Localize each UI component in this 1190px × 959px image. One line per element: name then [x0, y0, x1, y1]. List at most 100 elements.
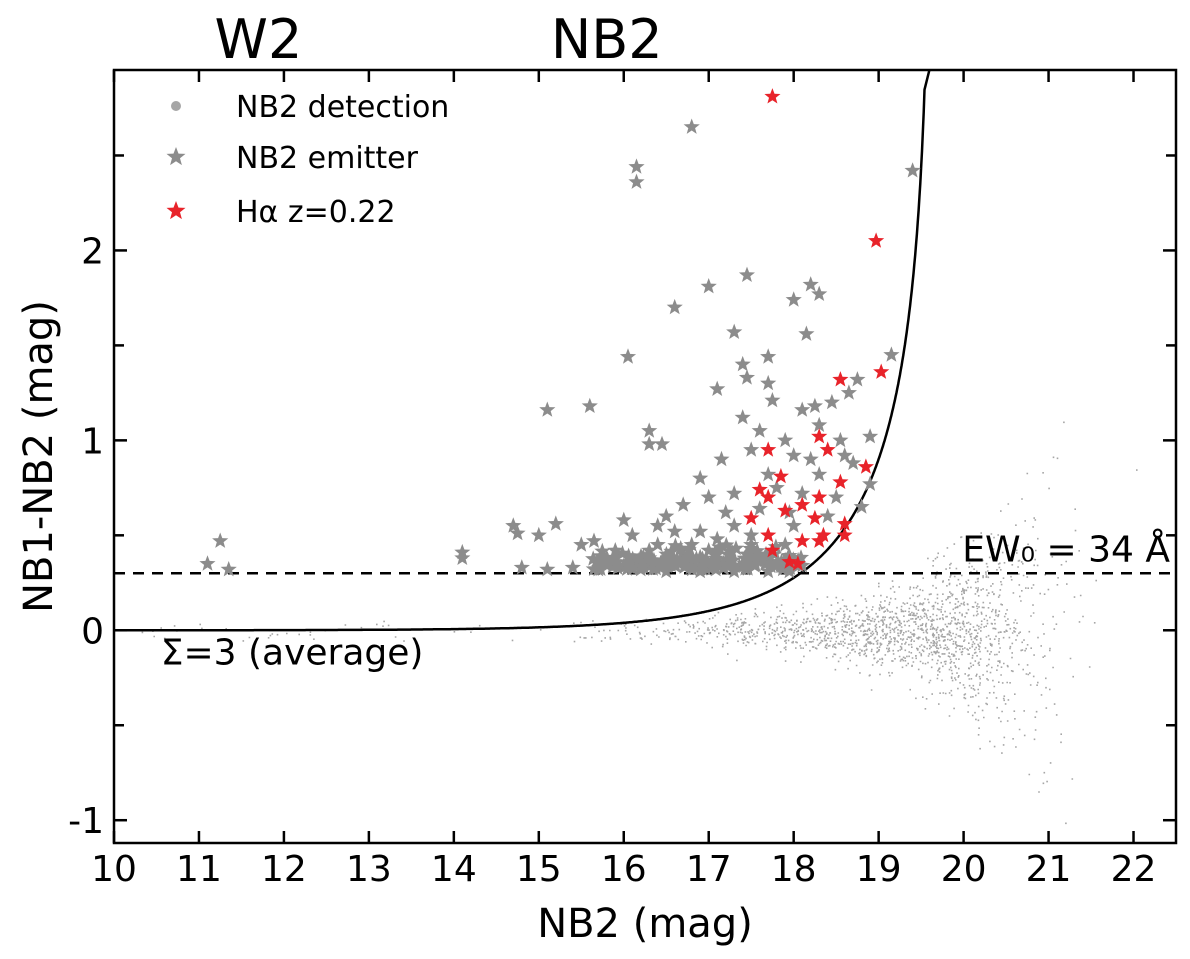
emitter-star — [840, 384, 857, 400]
halpha-star — [760, 526, 777, 543]
emitter-star — [672, 540, 689, 556]
emitter-star — [734, 409, 751, 425]
emitter-star — [666, 298, 683, 315]
emitter-star — [762, 555, 779, 571]
emitter-star — [726, 485, 743, 501]
emitter-star — [719, 556, 736, 572]
emitter-star — [767, 538, 784, 554]
emitter-star — [454, 549, 471, 565]
emitter-star — [641, 435, 658, 451]
emitter-star — [823, 393, 840, 410]
emitter-star — [727, 540, 745, 556]
emitter-star — [726, 562, 743, 579]
emitter-star — [777, 536, 794, 552]
emitter-star — [649, 536, 666, 552]
emitter-star — [760, 348, 777, 364]
emitter-star — [713, 450, 730, 467]
sigma-annotation: Σ=3 (average) — [161, 632, 424, 673]
x-axis-label: NB2 (mag) — [537, 901, 753, 947]
emitter-star — [724, 551, 742, 568]
emitter-star — [743, 526, 760, 543]
emitter-star — [667, 537, 684, 553]
emitter-star — [785, 517, 802, 533]
emitter-star — [760, 466, 777, 482]
x-tick-label: 13 — [346, 849, 392, 890]
detection-points — [141, 421, 1138, 825]
emitter-star — [539, 561, 556, 577]
x-tick-label: 11 — [176, 849, 222, 890]
emitter-star — [700, 278, 717, 294]
emitter-star — [664, 555, 682, 571]
plot-frame — [112, 68, 1178, 845]
halpha-star — [760, 441, 777, 457]
emitter-star — [642, 551, 659, 567]
emitter-star — [684, 550, 701, 567]
emitter-star — [743, 441, 760, 457]
halpha-star — [743, 509, 760, 526]
emitter-star — [692, 548, 709, 564]
emitter-star — [709, 380, 726, 396]
x-tick-label: 14 — [431, 849, 477, 890]
legend-marker-detection — [171, 101, 181, 111]
emitter-star — [683, 118, 700, 134]
halpha-star — [832, 371, 849, 387]
emitter-star — [695, 557, 712, 573]
legend-label-halpha: Hα z=0.22 — [236, 195, 396, 230]
y-axis-label: NB1-NB2 (mag) — [16, 300, 62, 613]
emitter-star — [806, 397, 823, 413]
emitter-star — [668, 551, 686, 567]
emitter-star — [675, 496, 692, 512]
ew-annotation: EW₀ = 34 Å — [962, 527, 1170, 570]
emitter-star — [683, 560, 700, 577]
emitter-star — [751, 549, 768, 565]
emitter-star — [641, 542, 658, 558]
detection-point-cloud — [141, 421, 1138, 825]
emitter-star — [635, 557, 652, 574]
halpha-star — [815, 526, 832, 543]
emitter-star — [609, 559, 626, 575]
x-tick-label: 15 — [516, 849, 562, 890]
x-tick-label: 19 — [856, 849, 902, 890]
emitter-star — [802, 276, 819, 292]
emitter-star — [794, 485, 811, 501]
emitter-star — [904, 162, 921, 178]
emitter-star — [836, 447, 853, 463]
emitter-star — [513, 559, 530, 575]
emitter-star — [620, 554, 637, 570]
emitter-star — [798, 325, 815, 341]
emitter-star — [658, 562, 675, 579]
emitter-star — [594, 542, 611, 559]
emitter-star — [666, 523, 683, 539]
emitter-stars — [199, 88, 921, 579]
emitter-star — [736, 557, 753, 573]
emitter-star — [862, 475, 879, 491]
emitter-star — [764, 392, 781, 408]
halpha-star — [794, 496, 811, 512]
emitter-star — [680, 549, 697, 565]
halpha-star — [873, 363, 890, 379]
emitter-star — [641, 422, 658, 438]
emitter-star — [819, 507, 836, 524]
emitter-star — [676, 556, 693, 573]
emitter-star — [736, 549, 753, 566]
legend-label-detection: NB2 detection — [236, 90, 449, 125]
x-tick-label: 20 — [941, 849, 987, 890]
emitter-star — [530, 526, 547, 543]
emitter-star — [758, 545, 775, 562]
emitter-star — [811, 285, 828, 301]
emitter-star — [734, 355, 751, 372]
emitter-star — [794, 401, 811, 417]
emitter-star — [505, 517, 522, 533]
emitter-star — [615, 511, 632, 527]
emitter-star — [739, 560, 756, 576]
emitter-star — [651, 557, 668, 574]
emitter-star — [751, 500, 768, 516]
emitter-star — [743, 548, 760, 564]
emitter-star — [853, 498, 870, 514]
y-tick-label: 2 — [81, 231, 104, 272]
emitter-star — [509, 524, 526, 541]
emitter-star — [564, 559, 581, 575]
emitter-star — [749, 542, 766, 558]
emitter-star — [628, 158, 645, 174]
